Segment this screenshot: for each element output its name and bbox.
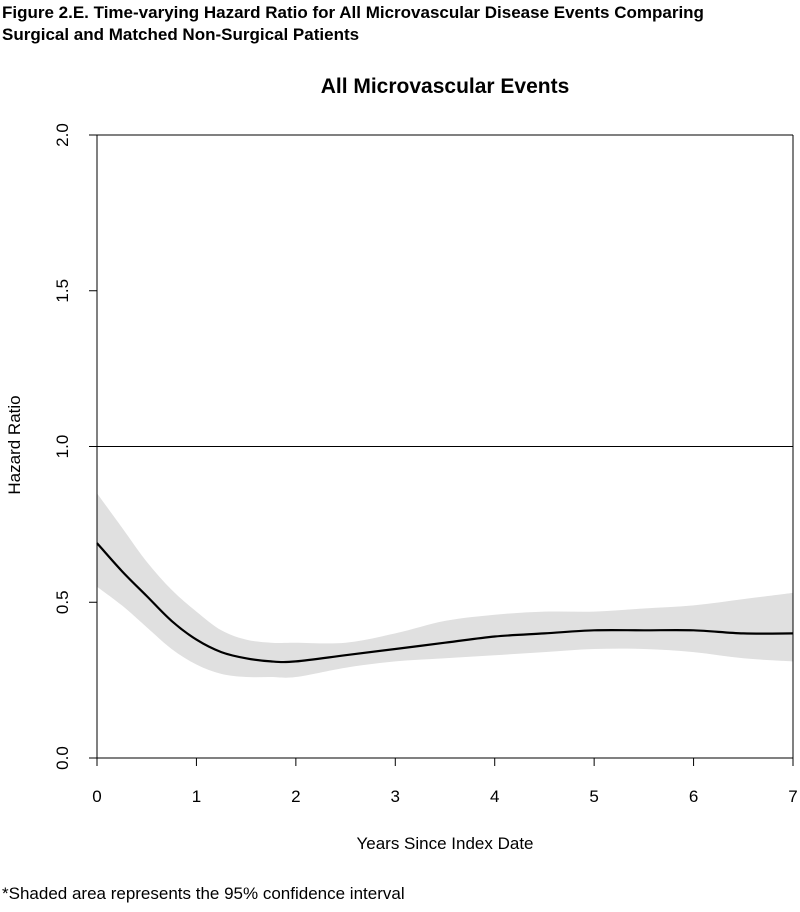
x-tick-label: 5 (589, 787, 598, 806)
y-tick-label: 2.0 (53, 123, 72, 147)
hazard-ratio-line (96, 542, 794, 664)
figure-caption-line-1: Figure 2.E. Time-varying Hazard Ratio fo… (2, 3, 704, 22)
figure-caption-line-2: Surgical and Matched Non-Surgical Patien… (2, 25, 360, 44)
x-tick-label: 7 (788, 787, 797, 806)
x-tick-label: 0 (92, 787, 101, 806)
chart-title: All Microvascular Events (321, 75, 570, 98)
x-axis-label: Years Since Index Date (356, 834, 533, 853)
y-tick-label: 0.5 (53, 590, 72, 614)
footnote: *Shaded area represents the 95% confiden… (2, 884, 405, 903)
y-tick-label: 1.0 (53, 435, 72, 459)
confidence-interval-band (97, 493, 793, 678)
x-tick-label: 6 (689, 787, 698, 806)
y-tick-label: 1.5 (53, 279, 72, 303)
x-tick-label: 1 (192, 787, 201, 806)
figure-caption: Figure 2.E. Time-varying Hazard Ratio fo… (2, 2, 798, 46)
hazard-ratio-chart: All Microvascular Events 0 1 2 3 4 5 6 7 0.0 0.5 1… (5, 75, 798, 853)
y-axis-label: Hazard Ratio (5, 395, 24, 494)
y-tick-label: 0.0 (53, 746, 72, 770)
x-tick-label: 2 (291, 787, 300, 806)
x-tick-label: 4 (490, 787, 499, 806)
x-tick-label: 3 (391, 787, 400, 806)
